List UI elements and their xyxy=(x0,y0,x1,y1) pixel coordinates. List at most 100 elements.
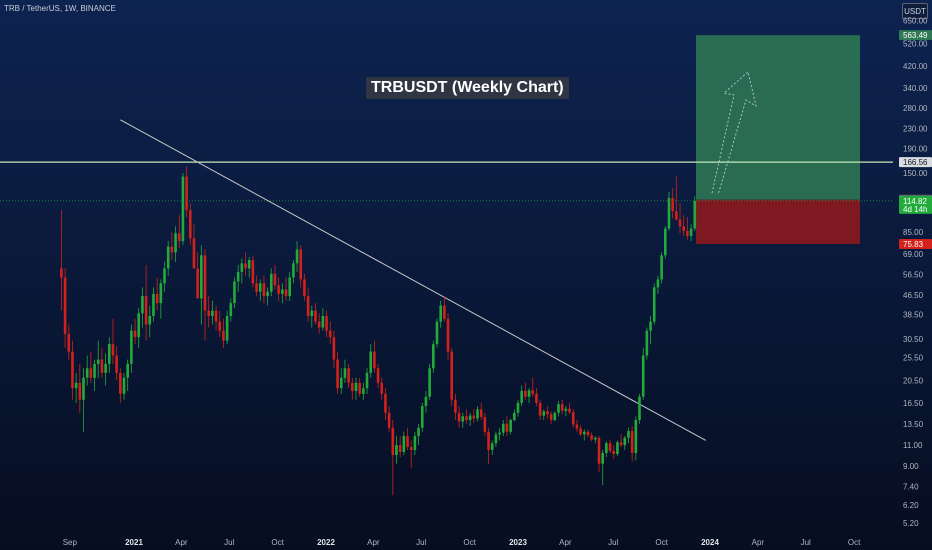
candle-body xyxy=(461,416,465,422)
candle-body xyxy=(678,219,682,227)
price-tag-label: 563.49 xyxy=(903,31,928,40)
x-tick-label: 2022 xyxy=(317,538,335,547)
candle-body xyxy=(273,273,277,286)
candle-body xyxy=(295,249,299,264)
candle-body xyxy=(546,411,549,415)
candle-body xyxy=(115,355,118,373)
candle-body xyxy=(457,412,461,422)
candle-body xyxy=(89,368,93,378)
candle-body xyxy=(181,176,185,242)
candle-body xyxy=(192,238,196,269)
x-tick-label: Apr xyxy=(367,538,380,547)
candle-body xyxy=(292,263,295,278)
x-tick-label: Oct xyxy=(655,538,668,547)
x-tick-label: Apr xyxy=(752,538,765,547)
candle-body xyxy=(391,427,395,456)
price-tag-label: 166.56 xyxy=(903,158,928,167)
candle-body xyxy=(266,291,269,297)
y-tick-label: 25.50 xyxy=(903,354,924,363)
y-tick-label: 56.50 xyxy=(903,271,924,280)
candle-body xyxy=(413,436,417,450)
candle-body xyxy=(594,437,597,440)
candle-body xyxy=(575,424,579,429)
candle-body xyxy=(314,310,317,322)
x-tick-label: Apr xyxy=(559,538,572,547)
candle-body xyxy=(409,447,413,450)
candle-body xyxy=(185,176,188,211)
candle-body xyxy=(527,390,531,397)
y-tick-label: 20.50 xyxy=(903,376,924,385)
candle-body xyxy=(549,414,553,420)
candle-body xyxy=(303,279,306,297)
y-tick-label: 13.50 xyxy=(903,420,924,429)
candle-body xyxy=(524,390,527,397)
candle-body xyxy=(509,419,512,432)
candle-body xyxy=(476,409,479,419)
candle-body xyxy=(170,246,174,253)
candle-body xyxy=(652,287,656,322)
candle-body xyxy=(122,377,126,394)
candle-body xyxy=(159,283,163,304)
candle-body xyxy=(505,423,509,432)
candle-body xyxy=(612,450,616,454)
candle-body xyxy=(306,296,310,316)
candle-body xyxy=(148,315,152,325)
candle-body xyxy=(671,197,674,212)
candle-body xyxy=(196,268,199,299)
candle-body xyxy=(513,412,516,420)
y-tick-label: 69.00 xyxy=(903,250,924,259)
candle-body xyxy=(339,377,343,389)
candle-body xyxy=(203,255,207,311)
candle-body xyxy=(608,443,612,451)
candle-body xyxy=(214,310,218,322)
candle-body xyxy=(435,321,439,345)
x-tick-label: 2023 xyxy=(509,538,527,547)
price-tag xyxy=(899,30,932,41)
candle-body xyxy=(233,281,236,304)
candle-body xyxy=(483,417,487,432)
symbol-line: TRB / TetherUS, 1W, BINANCE xyxy=(4,4,116,13)
y-tick-label: 85.00 xyxy=(903,228,924,237)
x-tick-label: Oct xyxy=(463,538,476,547)
candle-body xyxy=(174,233,177,253)
x-tick-label: Jul xyxy=(801,538,811,547)
price-tag xyxy=(899,157,932,168)
y-tick-label: 5.20 xyxy=(903,519,919,528)
y-tick-label: 7.40 xyxy=(903,482,919,491)
y-tick-label: 650.00 xyxy=(903,16,928,25)
y-tick-label: 38.50 xyxy=(903,311,924,320)
candle-body xyxy=(520,390,523,403)
candle-body xyxy=(494,434,498,444)
candle-body xyxy=(686,230,689,236)
candle-body xyxy=(111,344,115,356)
candle-body xyxy=(63,277,67,334)
candle-body xyxy=(207,310,210,316)
price-tag xyxy=(899,195,932,214)
candle-body xyxy=(498,432,501,435)
candle-body xyxy=(74,382,78,389)
candle-body xyxy=(675,211,678,220)
candle-body xyxy=(255,283,258,292)
candle-body xyxy=(358,382,361,394)
candle-body xyxy=(317,321,321,328)
candle-body xyxy=(641,355,645,397)
candle-body xyxy=(218,321,222,331)
candle-body xyxy=(538,402,542,416)
currency-button[interactable]: USDT xyxy=(902,3,928,19)
candle-body xyxy=(693,200,697,229)
candle-body xyxy=(465,416,468,420)
candle-body xyxy=(299,249,303,280)
candle-body xyxy=(225,315,229,341)
y-tick-label: 520.00 xyxy=(903,40,928,49)
candle-body xyxy=(104,363,107,373)
candle-body xyxy=(236,271,240,282)
candle-body xyxy=(93,363,96,378)
candle-body xyxy=(200,255,203,299)
candle-body xyxy=(354,382,358,391)
candle-body xyxy=(450,351,454,400)
candle-body xyxy=(542,411,546,416)
candle-body xyxy=(251,260,255,284)
candle-body xyxy=(166,246,170,269)
candle-body xyxy=(479,409,483,418)
